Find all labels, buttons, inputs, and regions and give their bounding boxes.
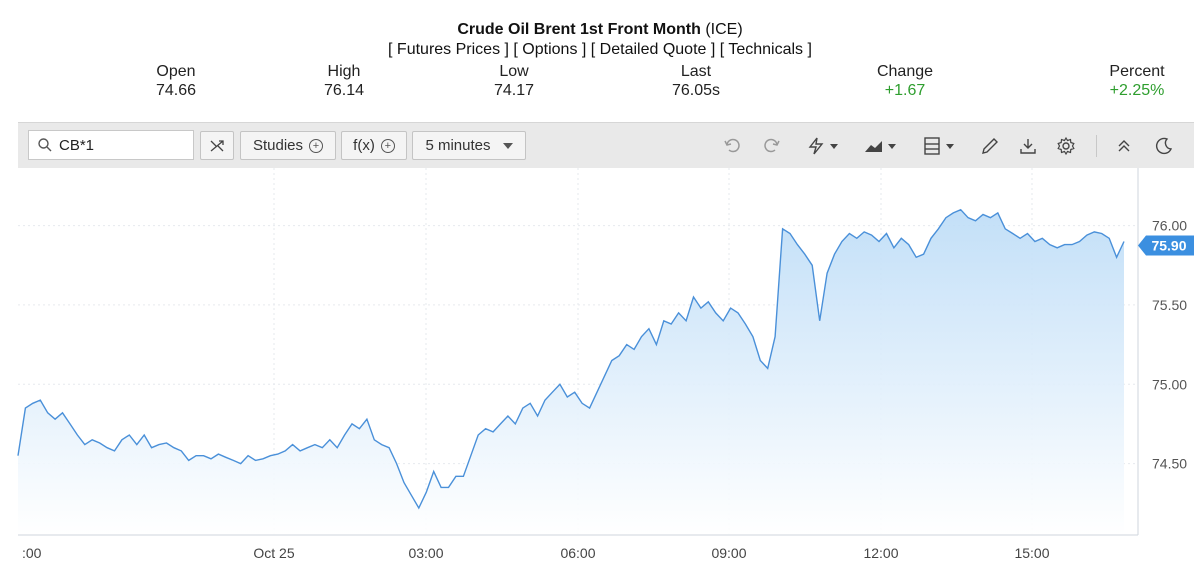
draw-icon xyxy=(982,138,998,154)
x-tick-label: 15:00 xyxy=(1014,545,1049,561)
stat-open: Open 74.66 xyxy=(136,62,216,100)
stat-high-label: High xyxy=(327,63,361,80)
undo-button[interactable] xyxy=(720,134,744,158)
x-tick-label: 09:00 xyxy=(711,545,746,561)
fx-label: f(x) xyxy=(353,137,375,154)
template-icon xyxy=(924,137,940,155)
quote-links: [ Futures Prices ] [ Options ] [ Detaile… xyxy=(0,40,1200,60)
x-tick-label: 03:00 xyxy=(408,545,443,561)
quote-header: Crude Oil Brent 1st Front Month (ICE) [ … xyxy=(0,20,1200,60)
add-icon: + xyxy=(309,138,324,153)
price-area xyxy=(18,209,1124,535)
chart-type-icon xyxy=(865,141,882,152)
stat-percent: Percent +2.25% xyxy=(1090,62,1184,100)
dark-mode-icon xyxy=(1155,137,1173,155)
redo-icon xyxy=(764,138,780,153)
settings-icon xyxy=(1057,136,1075,156)
stat-change-label: Change xyxy=(876,63,934,80)
dark-mode-button[interactable] xyxy=(1152,134,1176,158)
detailed-quote-link[interactable]: [ Detailed Quote ] xyxy=(590,41,716,58)
interval-label: 5 minutes xyxy=(425,137,491,154)
stat-open-label: Open xyxy=(156,63,196,80)
add-icon: + xyxy=(380,138,395,153)
instrument-title: Crude Oil Brent 1st Front Month (ICE) xyxy=(0,20,1200,40)
stat-high: High 76.14 xyxy=(304,62,384,100)
y-tick-label: 74.50 xyxy=(1152,456,1187,472)
stat-high-value: 76.14 xyxy=(323,82,365,99)
y-tick-label: 75.50 xyxy=(1152,297,1187,313)
x-tick-label: :00 xyxy=(22,545,42,561)
stat-change-value: +1.67 xyxy=(884,82,926,99)
current-price-badge xyxy=(1138,235,1194,256)
chart-type-menu[interactable] xyxy=(860,134,900,158)
symbol-search[interactable] xyxy=(28,130,194,160)
y-tick-label: 75.00 xyxy=(1152,376,1187,392)
download-button[interactable] xyxy=(1016,134,1040,158)
price-line xyxy=(17,208,1125,510)
stat-last-value: 76.05s xyxy=(671,82,721,99)
chevron-down-icon xyxy=(888,143,896,149)
stat-percent-label: Percent xyxy=(1109,63,1165,80)
flash-icon xyxy=(808,137,824,155)
chevron-down-icon xyxy=(830,143,838,149)
price-chart[interactable]: 76.00 75.50 75.00 74.50 :00 Oct 25 03:00 06:00… xyxy=(0,168,1200,562)
download-icon xyxy=(1020,139,1036,154)
template-menu[interactable] xyxy=(918,134,958,158)
current-price-label: 75.90 xyxy=(1151,237,1186,253)
fx-button[interactable]: f(x) + xyxy=(341,131,407,160)
undo-icon xyxy=(724,138,740,153)
compare-button[interactable] xyxy=(200,131,234,160)
technicals-link[interactable]: [ Technicals ] xyxy=(719,41,812,58)
price-chart-svg[interactable]: 76.00 75.50 75.00 74.50 :00 Oct 25 03:00 06:00… xyxy=(0,168,1200,562)
stat-percent-value: +2.25% xyxy=(1109,82,1165,99)
chevron-down-icon xyxy=(502,142,513,149)
stat-low-value: 74.17 xyxy=(493,82,535,99)
stat-last-label: Last xyxy=(680,63,712,80)
draw-button[interactable] xyxy=(978,134,1002,158)
y-tick-label: 76.00 xyxy=(1152,218,1187,234)
stat-open-value: 74.66 xyxy=(155,82,197,99)
interval-select[interactable]: 5 minutes xyxy=(412,131,526,160)
futures-prices-link[interactable]: [ Futures Prices ] xyxy=(388,41,509,58)
x-tick-label: Oct 25 xyxy=(253,545,294,561)
flash-menu[interactable] xyxy=(802,134,842,158)
options-link[interactable]: [ Options ] xyxy=(513,41,587,58)
exchange-label: (ICE) xyxy=(705,21,743,38)
toolbar-divider xyxy=(1096,135,1097,157)
compare-icon xyxy=(210,139,224,151)
chart-toolbar: Studies + f(x) + 5 minutes xyxy=(18,122,1194,168)
stat-change: Change +1.67 xyxy=(858,62,952,100)
symbol-input[interactable] xyxy=(59,136,189,154)
collapse-button[interactable] xyxy=(1112,134,1136,158)
stat-low: Low 74.17 xyxy=(474,62,554,100)
x-tick-label: 12:00 xyxy=(863,545,898,561)
settings-button[interactable] xyxy=(1054,134,1078,158)
stat-low-label: Low xyxy=(499,63,529,80)
search-icon xyxy=(38,138,52,152)
studies-button[interactable]: Studies + xyxy=(240,131,336,160)
studies-label: Studies xyxy=(252,137,304,154)
x-tick-label: 06:00 xyxy=(560,545,595,561)
redo-button[interactable] xyxy=(760,134,784,158)
stat-last: Last 76.05s xyxy=(656,62,736,100)
collapse-icon xyxy=(1118,140,1130,152)
instrument-name: Crude Oil Brent 1st Front Month xyxy=(457,21,701,38)
chevron-down-icon xyxy=(946,143,954,149)
